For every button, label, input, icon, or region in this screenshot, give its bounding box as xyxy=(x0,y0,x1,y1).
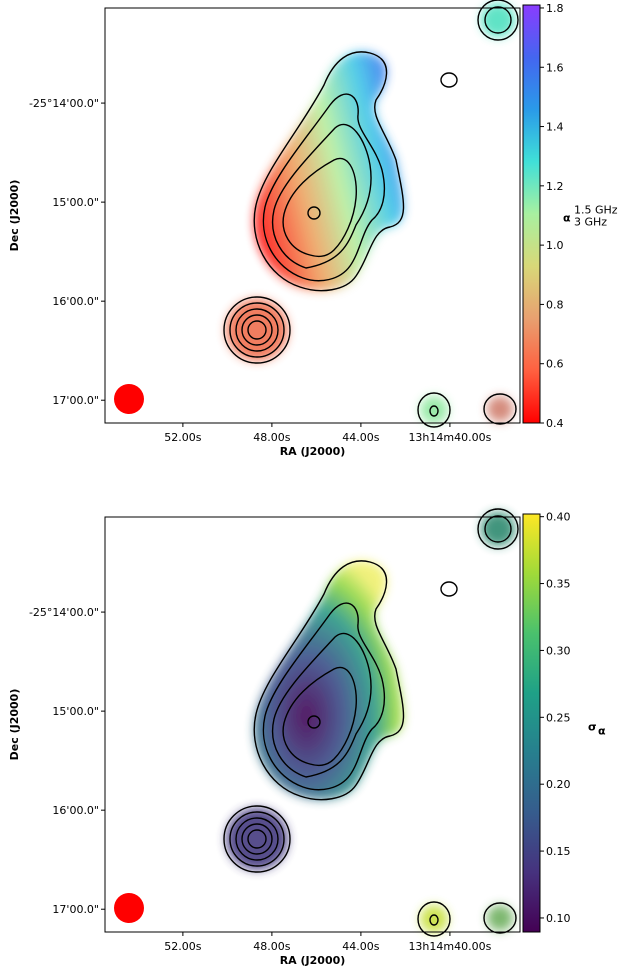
colorbar-tick-label: 0.4 xyxy=(546,417,564,430)
x-tick-label: 44.00s xyxy=(342,431,379,444)
colorbar-tick-label: 0.8 xyxy=(546,298,564,311)
y-tick-label: -25°14'00.0" xyxy=(29,606,99,619)
y-tick-label: 17'00.0" xyxy=(52,394,99,407)
y-tick-label: 15'00.0" xyxy=(52,705,99,718)
y-tick-label: 15'00.0" xyxy=(52,196,99,209)
colorbar-label: σ xyxy=(588,721,597,734)
colorbar-label-sub: 3 GHz xyxy=(574,216,607,229)
colorbar-tick-label: 0.6 xyxy=(546,358,564,371)
colorbar-tick-label: 1.0 xyxy=(546,239,564,252)
x-tick-label: 52.00s xyxy=(164,940,201,953)
x-axis-label: RA (J2000) xyxy=(280,954,346,967)
x-tick-label: 48.00s xyxy=(253,940,290,953)
colorbar-tick-label: 1.4 xyxy=(546,121,564,134)
x-tick-label: 48.00s xyxy=(253,431,290,444)
colorbar-tick-label: 0.35 xyxy=(546,578,571,591)
y-tick-label: 16'00.0" xyxy=(52,295,99,308)
colorbar-tick-label: 0.25 xyxy=(546,711,571,724)
x-tick-label: 13h14m40.00s xyxy=(408,940,491,953)
colorbar-tick-label: 1.6 xyxy=(546,61,564,74)
x-tick-label: 44.00s xyxy=(342,940,379,953)
plot-frame xyxy=(104,516,521,933)
colorbar-tick-label: 1.2 xyxy=(546,180,564,193)
colorbar-tick-label: 1.8 xyxy=(546,2,564,15)
colorbar-tick-label: 0.20 xyxy=(546,778,571,791)
y-tick-label: 16'00.0" xyxy=(52,804,99,817)
x-axis-label: RA (J2000) xyxy=(280,445,346,458)
y-axis-label: Dec (J2000) xyxy=(8,689,21,761)
beam xyxy=(114,893,144,923)
colorbar-label-sub: α xyxy=(598,725,606,738)
x-tick-label: 52.00s xyxy=(164,431,201,444)
x-tick-label: 13h14m40.00s xyxy=(408,431,491,444)
colorbar xyxy=(522,4,541,424)
colorbar-tick-label: 0.30 xyxy=(546,644,571,657)
beam xyxy=(114,384,144,414)
colorbar-label-sup: 1.5 GHz xyxy=(574,204,618,217)
colorbar-tick-label: 0.15 xyxy=(546,845,571,858)
colorbar-tick-label: 0.40 xyxy=(546,511,571,524)
colorbar-label: α xyxy=(563,212,571,225)
y-axis-label: Dec (J2000) xyxy=(8,180,21,252)
colorbar-tick-label: 0.10 xyxy=(546,912,571,925)
colorbar xyxy=(522,513,541,933)
plot-frame xyxy=(104,7,521,424)
y-tick-label: -25°14'00.0" xyxy=(29,97,99,110)
y-tick-label: 17'00.0" xyxy=(52,903,99,916)
